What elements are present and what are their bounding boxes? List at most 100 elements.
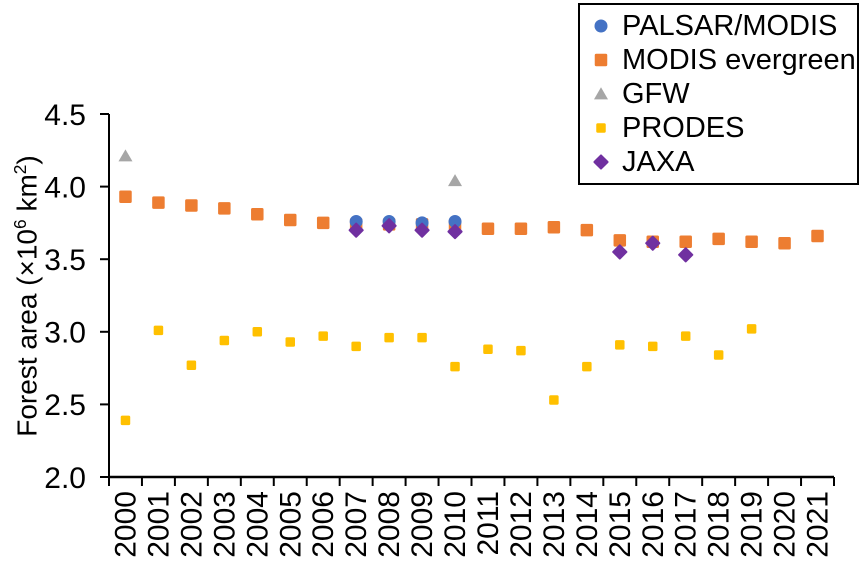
legend-item-modis-evergreen: MODIS evergreen [588,44,857,77]
x-tick-label: 2018 [703,491,736,558]
palsar-modis-point-marker [448,214,462,228]
x-tick-label: 2011 [472,491,505,556]
jaxa-point-marker [381,218,397,234]
x-tick-label: 2017 [670,491,703,558]
legend-item-jaxa: JAXA [588,146,857,179]
x-tick-label: 2010 [439,491,472,558]
x-tick-label: 2016 [637,491,670,558]
modis-evergreen-point-marker [679,235,692,249]
prodes-point-marker [680,331,691,341]
x-tick-label: 2012 [505,491,538,558]
legend-item-palsar-modis: PALSAR/MODIS [588,10,857,43]
modis-evergreen-point-marker [251,207,264,221]
legend-label: GFW [622,77,690,110]
modis-evergreen-point-marker [284,213,297,227]
modis-evergreen-point-marker [185,199,198,212]
prodes-point-marker [384,332,394,343]
y-tick-label: 3.5 [44,244,86,277]
modis-evergreen-point-marker [778,236,791,250]
prodes-point-marker [746,324,757,334]
y-tick-label: 2.0 [44,462,86,495]
legend-label: MODIS evergreen [622,43,856,76]
jaxa-point-marker [414,222,430,238]
legend-label: PALSAR/MODIS [622,9,838,42]
x-tick-label: 2021 [802,491,835,558]
gfw-legend-marker [594,87,608,100]
y-tick-label: 2.5 [44,389,86,422]
triangle-marker-icon [588,82,614,106]
prodes-point-marker [219,335,230,346]
palsar-modis-point-marker [349,214,363,228]
prodes-legend-marker [596,123,606,133]
y-axis-title-text: km [11,174,43,220]
y-axis-title-superscript: 2 [10,164,30,175]
y-axis-title-text: ) [11,155,43,165]
x-tick-label: 2006 [307,491,340,558]
prodes-point-marker [153,325,164,336]
x-tick-label: 2015 [604,491,637,558]
prodes-point-marker [483,344,493,354]
y-axis-title-superscript: 6 [10,219,30,229]
modis-evergreen-point-marker [613,234,627,247]
modis-evergreen-point-marker [152,196,165,209]
x-tick-label: 2004 [241,491,274,558]
prodes-point-marker [713,350,724,360]
palsar-modis-legend-marker [594,19,608,33]
x-tick-label: 2013 [538,491,571,558]
x-tick-label: 2014 [571,491,604,558]
prodes-point-marker [450,361,460,372]
circle-marker-icon [588,14,614,38]
jaxa-point-marker [612,244,628,260]
x-tick-label: 2007 [340,491,373,558]
modis-evergreen-point-marker [811,229,824,243]
prodes-point-marker [516,345,526,356]
gfw-point-marker [448,174,463,187]
y-tick-label: 4.0 [44,171,86,204]
prodes-point-marker [120,415,131,426]
y-tick-label: 3.0 [44,317,86,350]
prodes-point-marker [252,327,263,337]
x-tick-label: 2000 [109,491,142,558]
legend-item-gfw: GFW [588,78,857,111]
jaxa-point-marker [645,235,661,251]
square-marker-icon [588,48,614,72]
prodes-point-marker [417,332,427,343]
legend: PALSAR/MODIS MODIS evergreen GFW PRODES … [578,3,859,185]
gfw-point-marker [118,149,133,162]
modis-evergreen-point-marker [316,216,330,230]
y-axis-title: Forest area (×106 km2) [1,125,43,467]
modis-evergreen-point-marker [712,232,725,246]
x-tick-label: 2002 [175,491,208,558]
prodes-point-marker [186,360,197,370]
modis-evergreen-point-marker [218,202,231,215]
modis-evergreen-point-marker [745,235,758,249]
legend-label: JAXA [622,145,695,178]
x-tick-label: 2008 [373,491,406,558]
prodes-point-marker [285,337,295,347]
jaxa-point-marker [348,222,364,238]
modis-evergreen-point-marker [580,223,594,237]
prodes-point-marker [582,361,592,372]
modis-evergreen-point-marker [547,221,561,234]
x-tick-label: 2003 [208,491,241,558]
prodes-point-marker [615,340,625,350]
prodes-point-marker [648,341,658,352]
legend-label: PRODES [622,111,745,144]
modis-evergreen-point-marker [119,190,132,204]
modis-evergreen-legend-marker [594,53,608,67]
x-tick-label: 2020 [769,491,802,558]
modis-evergreen-point-marker [481,222,495,235]
prodes-point-marker [318,331,328,341]
jaxa-point-marker [678,247,694,263]
jaxa-legend-marker [593,154,609,170]
x-tick-label: 2001 [142,491,175,558]
prodes-point-marker [549,395,559,405]
x-tick-label: 2009 [406,491,439,558]
legend-item-prodes: PRODES [588,112,857,145]
x-tick-label: 2019 [736,491,769,558]
y-tick-label: 4.5 [44,99,86,132]
diamond-marker-icon [588,150,614,174]
small-square-marker-icon [588,116,614,140]
